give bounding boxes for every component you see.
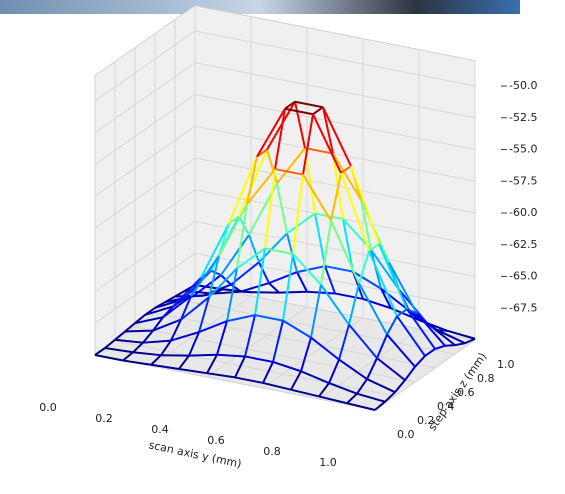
surface-segment [125,331,153,332]
x-tick-label: 1.0 [319,456,337,469]
surface-segment [279,292,307,293]
x-tick-label: 0.4 [151,423,169,436]
z-tick-label: -67.5 [509,301,537,314]
y-tick-label: 1.0 [497,358,515,371]
x-tick-label: 0.8 [263,445,281,458]
surface-segment [445,345,455,346]
x-tick-label: 0.6 [207,434,225,447]
z-tick-label: -55.0 [509,143,537,156]
surface-segment [189,355,217,356]
z-tick-label: -57.5 [509,174,537,187]
x-axis-label: scan axis y (mm) [148,438,243,470]
x-tick-label: 0.0 [39,401,57,414]
y-tick-label: 0.8 [477,372,495,385]
z-tick-label: -52.5 [509,111,537,124]
z-tick-label: -62.5 [509,238,537,251]
z-tick-label: -50.0 [509,79,537,92]
photo-strip [0,0,520,14]
z-tick-label: -65.0 [509,270,537,283]
z-tick-label: -60.0 [509,206,537,219]
y-tick-label: 0.0 [397,428,415,441]
x-tick-label: 0.2 [95,412,113,425]
